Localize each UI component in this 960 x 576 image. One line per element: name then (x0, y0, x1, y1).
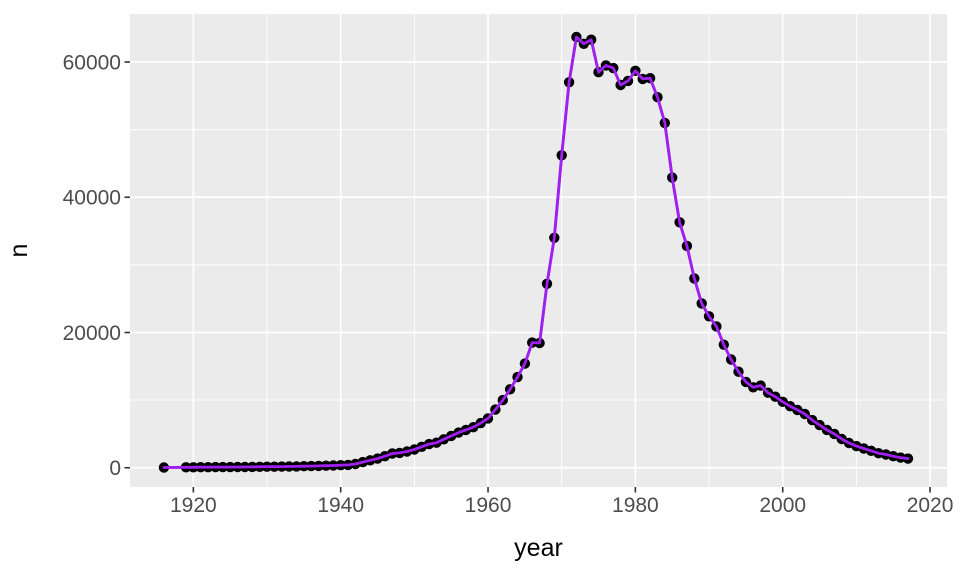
x-tick-label: 1940 (317, 494, 364, 517)
y-tick-label: 0 (109, 457, 121, 480)
x-tick-label: 1920 (170, 494, 217, 517)
y-tick-label: 20000 (63, 322, 121, 345)
x-axis-title: year (514, 534, 563, 562)
plot-panel (130, 14, 947, 487)
y-tick-label: 40000 (63, 187, 121, 210)
gridlines (130, 14, 947, 487)
x-tick-label: 1980 (612, 494, 659, 517)
data-series (158, 31, 914, 473)
x-tick-label: 1960 (465, 494, 512, 517)
y-axis-title: n (5, 244, 33, 258)
axes: 1920 1940 1960 1980 2000 2020 0 20000 40000 60000 (63, 52, 954, 517)
y-tick-label: 60000 (63, 52, 121, 75)
panel-background (130, 14, 947, 487)
x-tick-label: 2020 (907, 494, 954, 517)
x-tick-label: 2000 (759, 494, 806, 517)
series-line-overlay (162, 35, 910, 469)
